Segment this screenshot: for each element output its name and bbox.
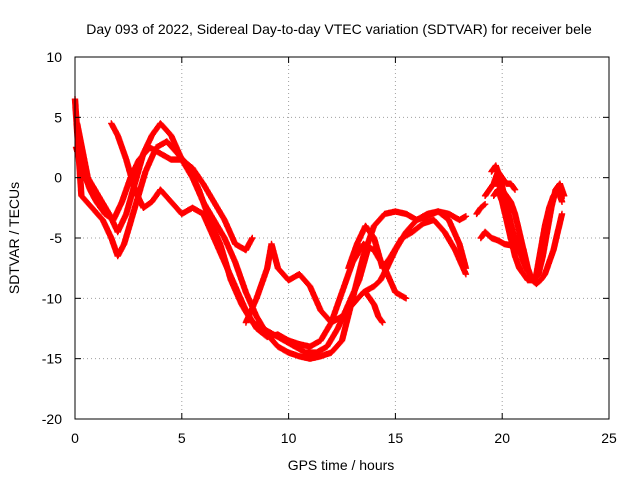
y-tick-label: -10 — [42, 290, 62, 306]
y-tick-label: -20 — [42, 411, 62, 427]
x-tick-label: 15 — [388, 430, 404, 446]
series-track-k — [473, 201, 489, 218]
series-track-b — [73, 120, 470, 362]
series-layer — [71, 96, 568, 362]
y-tick-label: -5 — [50, 230, 63, 246]
chart-title: Day 093 of 2022, Sidereal Day-to-day VTE… — [86, 21, 592, 37]
series-track-c — [72, 144, 256, 254]
x-tick-label: 5 — [178, 430, 186, 446]
y-tick-label: 0 — [54, 170, 62, 186]
series-markers — [108, 120, 410, 350]
series-markers — [72, 144, 256, 254]
series-markers — [481, 180, 566, 288]
x-tick-label: 10 — [281, 430, 297, 446]
y-tick-label: 5 — [54, 109, 62, 125]
series-track-j — [477, 228, 527, 254]
y-tick-label: 10 — [46, 49, 62, 65]
series-markers — [73, 120, 470, 362]
x-axis-label: GPS time / hours — [288, 457, 395, 473]
series-markers — [473, 201, 489, 218]
tick-marks — [74, 56, 610, 420]
grid — [75, 57, 609, 419]
series-markers — [345, 216, 470, 278]
series-track-f — [345, 216, 470, 278]
y-axis-label: SDTVAR / TECUs — [6, 182, 22, 294]
series-markers — [477, 228, 527, 254]
x-tick-label: 20 — [494, 430, 510, 446]
x-tick-label: 25 — [601, 430, 617, 446]
series-track-d — [108, 120, 410, 350]
x-tick-label: 0 — [71, 430, 79, 446]
series-markers — [362, 289, 386, 326]
series-track-m — [362, 289, 386, 326]
series-track-l — [481, 180, 566, 288]
tick-labels: 0 5 10 15 20 25 -20 -15 -10 -5 0 5 10 — [42, 49, 617, 446]
y-tick-label: -15 — [42, 351, 62, 367]
